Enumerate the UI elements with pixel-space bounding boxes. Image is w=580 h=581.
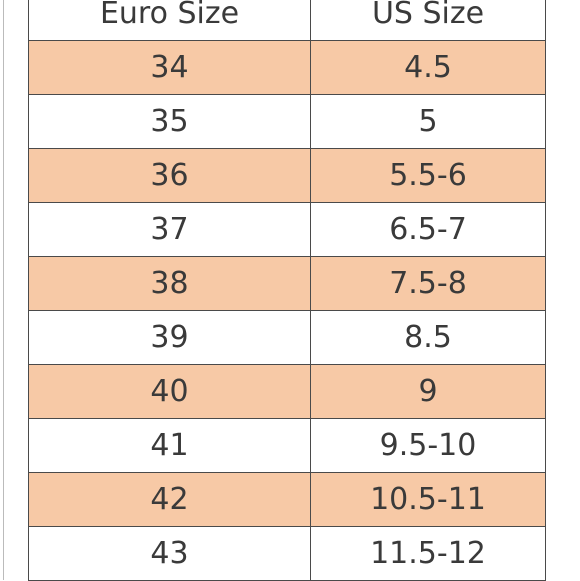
euro-size: 36 [28, 148, 311, 203]
table-row: 35 5 [28, 94, 546, 149]
euro-size: 35 [28, 94, 311, 149]
euro-size: 38 [28, 256, 311, 311]
header-cell: US Size [310, 0, 546, 41]
table-row: 37 6.5-7 [28, 202, 546, 257]
us-size: 7.5-8 [310, 256, 546, 311]
us-size: 6.5-7 [310, 202, 546, 257]
table-row: 43 11.5-12 [28, 526, 546, 581]
us-size: 9 [310, 364, 546, 419]
us-size: 11.5-12 [310, 526, 546, 581]
us-size: 5.5-6 [310, 148, 546, 203]
us-size: 5 [310, 94, 546, 149]
us-size: 4.5 [310, 40, 546, 95]
euro-size: 39 [28, 310, 311, 365]
edge-line [3, 0, 4, 580]
table-row: 39 8.5 [28, 310, 546, 365]
header-cell: Euro Size [28, 0, 311, 41]
size-table: Euro Size US Size 34 4.5 35 5 36 5.5-6 37 6.5-7… [28, 0, 546, 581]
table-row: 41 9.5-10 [28, 418, 546, 473]
table-row: 38 7.5-8 [28, 256, 546, 311]
euro-size: 43 [28, 526, 311, 581]
table-row: 34 4.5 [28, 40, 546, 95]
us-size: 8.5 [310, 310, 546, 365]
euro-size: 41 [28, 418, 311, 473]
euro-size: 37 [28, 202, 311, 257]
euro-size: 42 [28, 472, 311, 527]
table-body: 34 4.5 35 5 36 5.5-6 37 6.5-7 38 7.5-8 39 8.5 40 9 41 9… [28, 40, 546, 581]
us-size: 9.5-10 [310, 418, 546, 473]
header-row: Euro Size US Size [28, 0, 546, 41]
euro-size: 40 [28, 364, 311, 419]
euro-size: 34 [28, 40, 311, 95]
table-row: 40 9 [28, 364, 546, 419]
table-row: 42 10.5-11 [28, 472, 546, 527]
table-row: 36 5.5-6 [28, 148, 546, 203]
us-size: 10.5-11 [310, 472, 546, 527]
